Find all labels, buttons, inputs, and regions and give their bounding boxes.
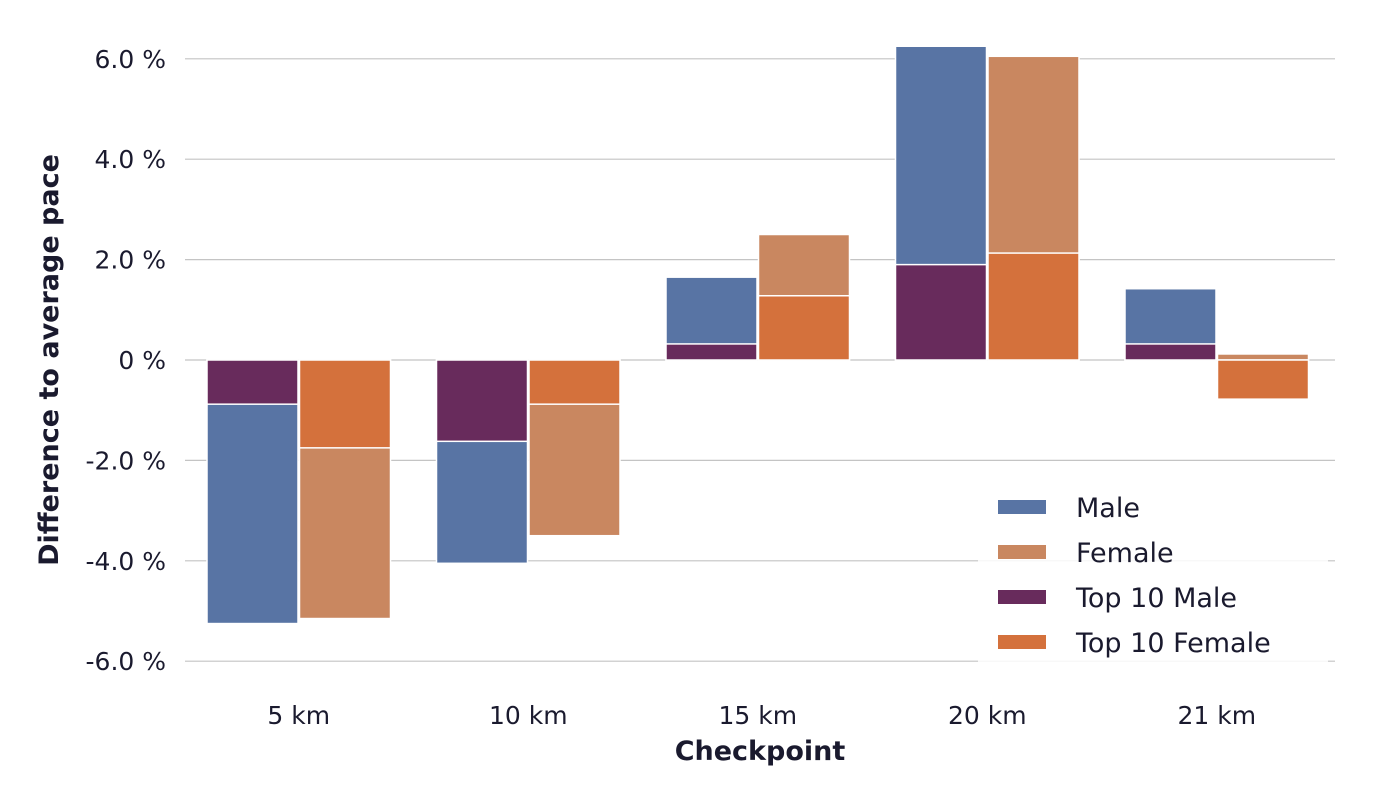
- bar-top10male-20km: [894, 263, 988, 361]
- y-tick-label: -2.0 %: [86, 446, 166, 475]
- x-tick-label: 5 km: [267, 701, 330, 730]
- bar-top10female-15km: [757, 294, 851, 361]
- y-tick-labels: -6.0 % -4.0 % -2.0 % 0 % 2.0 % 4.0 % 6.0 %: [86, 45, 166, 676]
- bar-top10female-20km: [987, 252, 1080, 361]
- x-tick-label: 21 km: [1177, 701, 1256, 730]
- x-tick-labels: 5 km 10 km 15 km 20 km 21 km: [267, 701, 1256, 730]
- y-tick-label: 6.0 %: [95, 45, 166, 74]
- bar-top10female-5km: [298, 359, 392, 449]
- bar-top10male-21km: [1124, 343, 1217, 361]
- y-tick-label: 2.0 %: [95, 246, 166, 275]
- x-tick-label: 10 km: [489, 701, 568, 730]
- bar-female-21km: [1216, 353, 1310, 361]
- x-tick-label: 20 km: [948, 701, 1027, 730]
- legend-swatch-top10male: [998, 590, 1046, 604]
- x-tick-label: 15 km: [718, 701, 797, 730]
- bar-top10female-21km: [1216, 359, 1310, 400]
- legend: Male Female Top 10 Male Top 10 Female: [978, 478, 1328, 668]
- bar-top10male-10km: [435, 359, 529, 443]
- bar-top10female-10km: [528, 359, 621, 405]
- bar-top10male-5km: [206, 359, 299, 405]
- legend-label-top10male: Top 10 Male: [1075, 583, 1237, 614]
- y-tick-label: 4.0 %: [95, 145, 166, 174]
- y-axis-title: Difference to average pace: [34, 154, 65, 566]
- legend-swatch-male: [998, 500, 1046, 514]
- legend-label-male: Male: [1076, 493, 1140, 524]
- y-tick-label: -6.0 %: [86, 647, 166, 676]
- legend-swatch-female: [998, 545, 1046, 559]
- legend-label-female: Female: [1076, 538, 1174, 569]
- bar-top10male-15km: [665, 343, 758, 361]
- legend-label-top10female: Top 10 Female: [1075, 628, 1271, 659]
- bars: [206, 45, 1310, 625]
- y-tick-label: 0 %: [118, 346, 166, 375]
- y-tick-label: -4.0 %: [86, 547, 166, 576]
- legend-swatch-top10female: [998, 635, 1046, 649]
- x-axis-title: Checkpoint: [675, 736, 846, 767]
